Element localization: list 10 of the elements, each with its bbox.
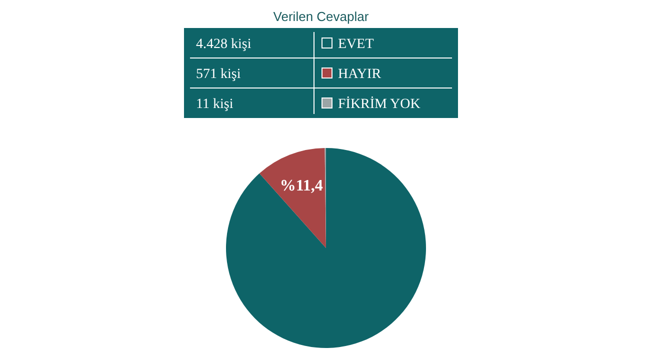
text: 11 kişi (196, 97, 234, 112)
text: 4.428 kişi (196, 37, 252, 52)
text: %11,4 (280, 178, 323, 195)
chart-title: Verilen Cevaplar (273, 9, 370, 24)
pie-slice (226, 148, 426, 348)
text: 571 kişi (196, 67, 241, 82)
legend-label: FİKRİM YOK (338, 96, 420, 112)
pie-slice (259, 148, 326, 248)
legend-label: EVET (338, 37, 374, 52)
legend-label: HAYIR (338, 67, 382, 82)
